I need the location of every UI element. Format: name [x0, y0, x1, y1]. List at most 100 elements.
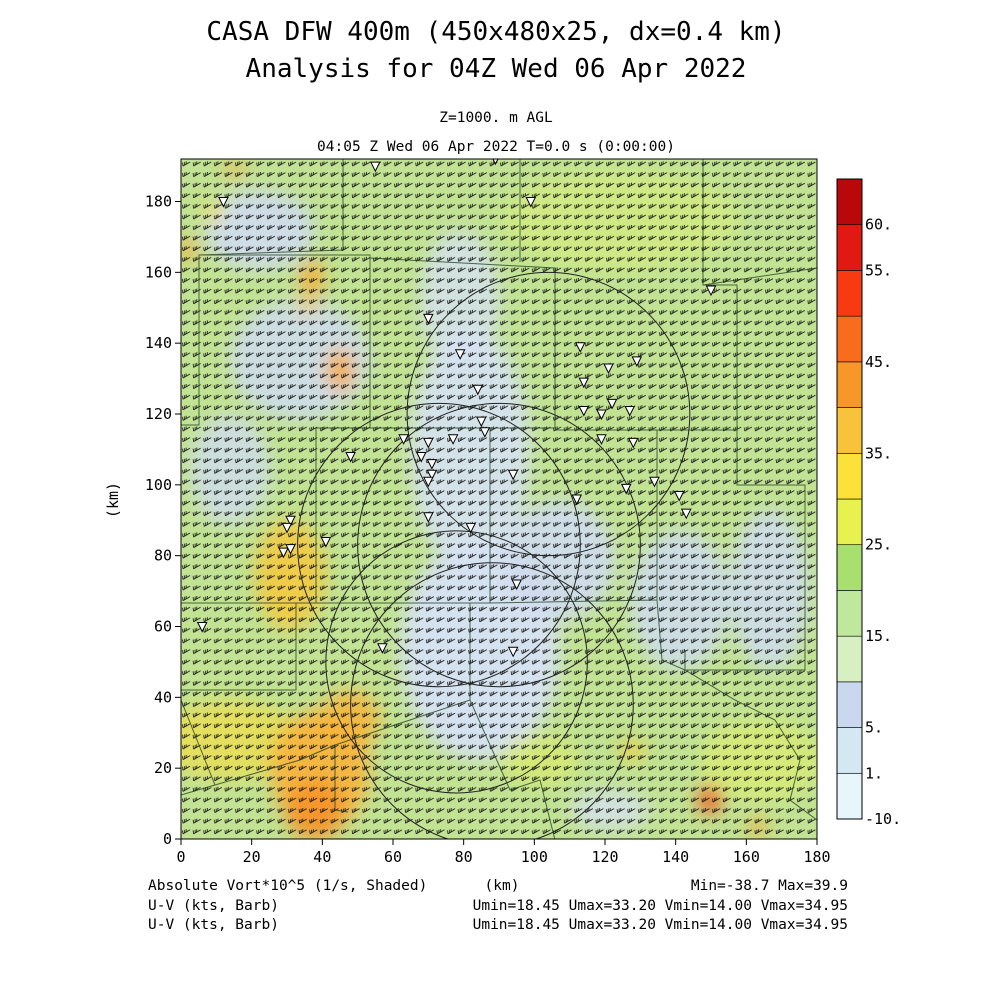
- station-marker: [596, 434, 607, 445]
- colorbar-bin: [836, 178, 863, 226]
- colorbar-bin: [836, 590, 863, 637]
- plot-area: [181, 159, 817, 839]
- station-marker: [426, 459, 438, 470]
- title-line-2: Analysis for 04Z Wed 06 Apr 2022: [246, 54, 747, 84]
- colorbar-label: -10.: [865, 810, 901, 828]
- x-axis: 0 20 40 60 80 100 120 140 160 180: [176, 839, 831, 866]
- y-tick-label: 100: [145, 476, 172, 494]
- footer-field-1: Absolute Vort*10^5 (1/s, Shaded): [148, 878, 427, 894]
- station-marker: [398, 434, 409, 445]
- y-tick-label: 20: [154, 759, 172, 777]
- station-marker: [415, 452, 427, 463]
- x-tick-label: 60: [384, 848, 402, 866]
- colorbar-bin: [836, 727, 863, 774]
- station-marker: [525, 197, 537, 208]
- colorbar-bin: [836, 407, 863, 454]
- time-label: 04:05 Z Wed 06 Apr 2022 T=0.0 s (0:00:00…: [317, 139, 675, 155]
- footer-field-2: U-V (kts, Barb): [148, 898, 279, 914]
- x-tick-label: 80: [455, 848, 473, 866]
- x-axis-unit: (km): [485, 878, 520, 894]
- station-marker: [627, 437, 639, 449]
- colorbar-bin: [836, 452, 863, 500]
- y-tick-label: 180: [145, 193, 172, 211]
- station-marker: [285, 544, 296, 555]
- station-marker: [624, 405, 636, 417]
- colorbar-label: 25.: [865, 536, 892, 554]
- station-marker: [479, 427, 491, 438]
- station-marker: [285, 515, 296, 527]
- station-marker: [423, 437, 434, 449]
- station-marker: [196, 622, 208, 633]
- x-tick-label: 20: [243, 848, 261, 866]
- colorbar-label: 5.: [865, 719, 883, 737]
- station-marker: [620, 483, 632, 495]
- station-marker: [426, 469, 438, 481]
- station-marker: [705, 285, 717, 297]
- y-tick-label: 0: [163, 830, 172, 848]
- plot-frame: [180, 158, 818, 840]
- station-marker: [454, 349, 466, 360]
- x-tick-label: 40: [313, 848, 331, 866]
- station-marker: [447, 434, 459, 445]
- station-markers: [196, 159, 717, 658]
- station-marker: [345, 452, 356, 463]
- wind-barbs: [181, 159, 817, 839]
- colorbar-bin: [836, 772, 863, 820]
- colorbar-frame: [836, 178, 863, 820]
- radar-range-rings: [297, 271, 691, 839]
- x-tick-label: 120: [591, 848, 618, 866]
- colorbar-label: 35.: [865, 444, 892, 462]
- station-marker: [680, 508, 692, 520]
- station-marker: [465, 522, 477, 534]
- y-tick-label: 80: [154, 547, 172, 565]
- station-marker: [603, 363, 614, 375]
- station-marker: [476, 416, 487, 428]
- footer-minmax: Min=-38.7 Max=39.9: [691, 878, 848, 894]
- station-marker: [673, 490, 685, 502]
- station-marker: [472, 384, 484, 396]
- colorbar-bin: [836, 498, 863, 546]
- station-marker: [574, 342, 586, 353]
- colorbar-label: 1.: [865, 764, 883, 782]
- range-ring: [357, 402, 641, 688]
- station-marker: [320, 537, 332, 548]
- range-ring: [325, 530, 588, 794]
- level-label: Z=1000. m AGL: [439, 110, 553, 126]
- title-line-1: CASA DFW 400m (450x480x25, dx=0.4 km): [206, 17, 785, 47]
- footer-field-3: U-V (kts, Barb): [148, 917, 279, 933]
- x-tick-label: 100: [521, 848, 548, 866]
- colorbar-label: 60.: [865, 216, 892, 234]
- y-tick-label: 120: [145, 405, 172, 423]
- x-tick-label: 140: [662, 848, 689, 866]
- colorbar-bin: [836, 681, 863, 728]
- station-marker: [423, 512, 434, 523]
- station-marker: [511, 579, 522, 591]
- station-marker: [507, 469, 519, 481]
- station-marker: [596, 409, 607, 421]
- station-marker: [281, 522, 293, 534]
- colorbar-bin: [836, 361, 863, 408]
- range-ring: [406, 271, 691, 557]
- station-marker: [278, 547, 289, 559]
- y-axis: 0 20 40 60 80 100 120 140 160 180: [145, 193, 181, 848]
- colorbar-bin: [836, 544, 863, 591]
- station-marker: [649, 476, 660, 488]
- y-tick-label: 160: [145, 263, 172, 281]
- colorbar-label: 55.: [865, 261, 892, 279]
- footer: Absolute Vort*10^5 (1/s, Shaded) U-V (kt…: [148, 878, 848, 933]
- y-tick-label: 60: [154, 618, 172, 636]
- footer-stats-2: Umin=18.45 Umax=33.20 Vmin=14.00 Vmax=34…: [473, 898, 848, 914]
- station-marker: [423, 313, 434, 325]
- range-ring: [297, 402, 581, 688]
- x-tick-label: 0: [176, 848, 185, 866]
- station-marker: [218, 197, 229, 208]
- station-marker: [631, 356, 643, 367]
- y-axis-label: (km): [104, 482, 122, 518]
- y-tick-label: 140: [145, 334, 172, 352]
- station-marker: [578, 377, 590, 389]
- station-marker: [423, 476, 434, 488]
- colorbar-label: 15.: [865, 627, 892, 645]
- colorbar: 60. 55. 45. 35. 25. 15. 5. 1. -10.: [836, 178, 901, 828]
- x-tick-label: 160: [733, 848, 760, 866]
